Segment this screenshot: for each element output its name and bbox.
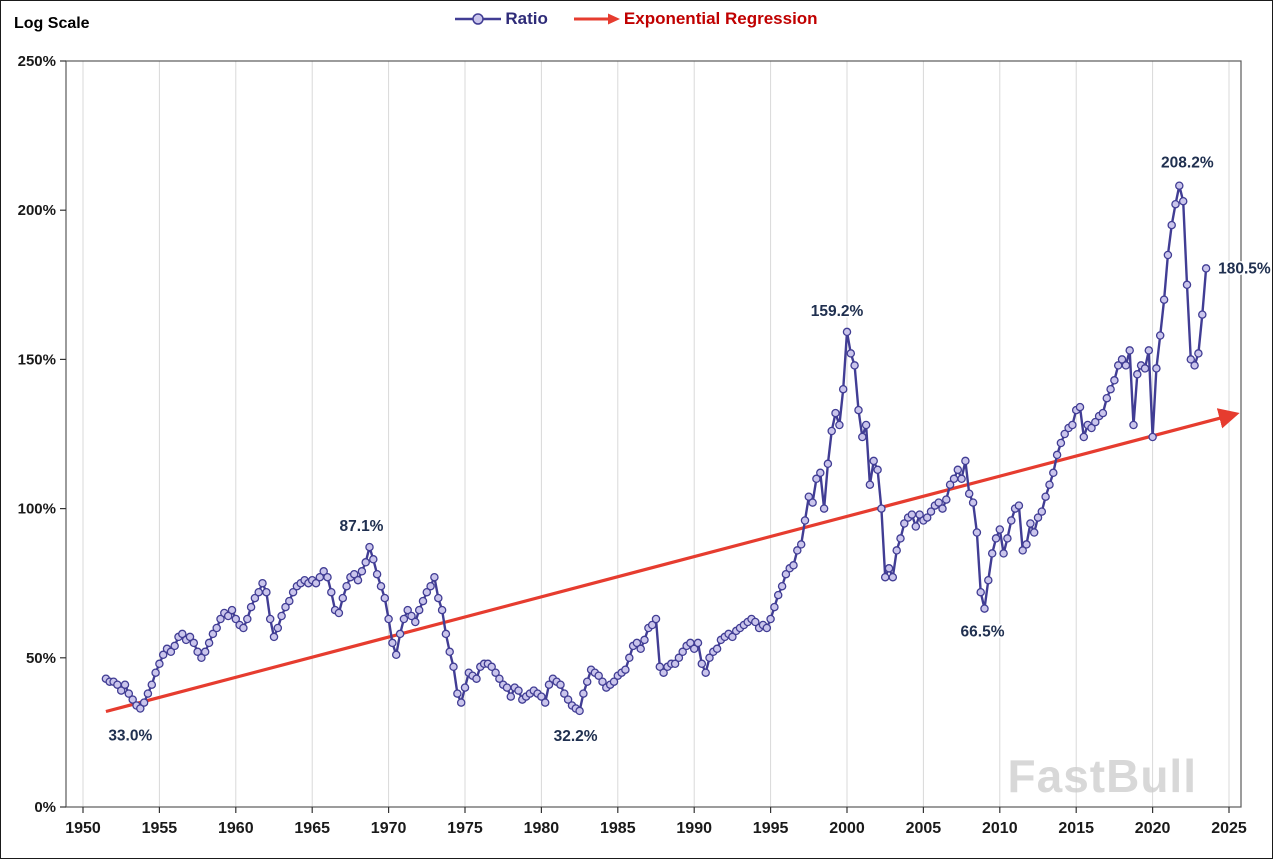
ratio-markers	[101, 181, 1211, 716]
data-label: 180.5%	[1218, 260, 1271, 277]
x-tick-label: 1975	[447, 820, 483, 837]
x-tick-label: 1990	[676, 820, 712, 837]
plot-border	[65, 60, 1242, 808]
y-tick-label: 200%	[18, 202, 56, 219]
x-tick-label: 1995	[753, 820, 789, 837]
y-tick-label: 0%	[34, 799, 56, 816]
exponential-regression-line	[105, 408, 1240, 714]
data-label: 33.0%	[108, 728, 152, 745]
x-tick-label: 1950	[65, 820, 101, 837]
data-label: 32.2%	[554, 728, 598, 745]
x-tick-label: 1960	[218, 820, 254, 837]
x-tick-label: 2005	[906, 820, 942, 837]
x-tick-label: 1965	[294, 820, 330, 837]
x-tick-label: 1985	[600, 820, 636, 837]
ratio-line	[105, 184, 1208, 713]
y-tick-label: 50%	[26, 650, 56, 667]
data-label: 66.5%	[961, 624, 1005, 641]
data-label: 208.2%	[1161, 155, 1214, 172]
x-tick-label: 1980	[524, 820, 560, 837]
x-tick-label: 2020	[1135, 820, 1171, 837]
x-tick-label: 2025	[1211, 820, 1247, 837]
x-tick-label: 1955	[142, 820, 178, 837]
y-tick-label: 150%	[18, 351, 56, 368]
y-tick-label: 100%	[18, 501, 56, 518]
x-tick-label: 2010	[982, 820, 1018, 837]
x-tick-label: 2015	[1058, 820, 1094, 837]
data-label: 87.1%	[340, 518, 384, 535]
fastbull-watermark: FastBull	[1007, 750, 1197, 802]
y-axis-title: Log Scale	[14, 15, 90, 32]
y-tick-label: 250%	[18, 53, 56, 70]
x-tick-label: 2000	[829, 820, 865, 837]
data-label: 159.2%	[811, 303, 864, 320]
x-tick-label: 1970	[371, 820, 407, 837]
